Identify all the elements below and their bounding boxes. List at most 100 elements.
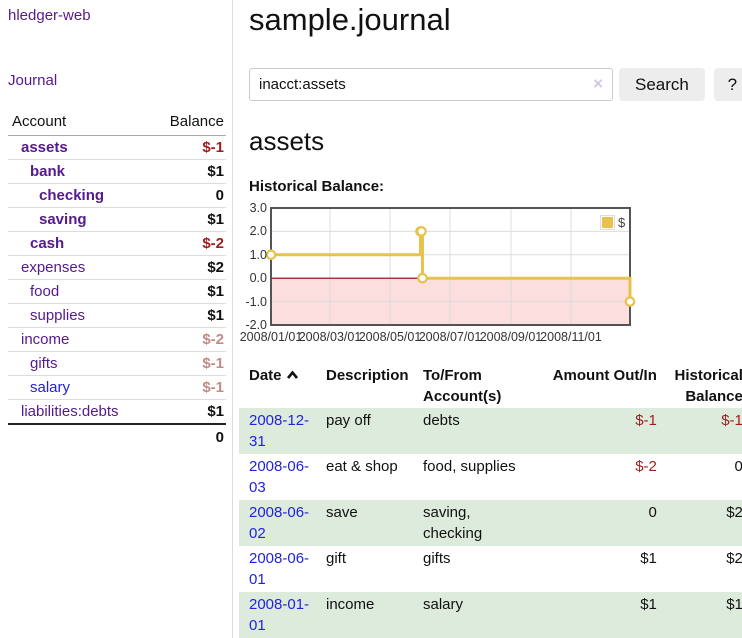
account-balance: $1 — [149, 303, 226, 328]
transaction-description: eat & shop — [326, 458, 398, 475]
transaction-date-link[interactable]: 2008-06-01 — [249, 550, 310, 588]
account-link[interactable]: expenses — [21, 259, 86, 276]
accounts-total: 0 — [215, 429, 224, 446]
transaction-accounts: gifts — [423, 550, 451, 567]
search-input[interactable] — [249, 68, 613, 101]
sidebar: hledger-web Journal Account Balance asse… — [0, 0, 233, 638]
main-content: sample.journal × Search ? assets Histori… — [233, 0, 742, 638]
help-button[interactable]: ? — [713, 68, 742, 101]
transaction-date-link[interactable]: 2008-06-03 — [249, 458, 310, 496]
legend-label: $ — [618, 215, 626, 230]
historical-balance-chart: 3.0 2.0 1.0 0.0 -1.0 -2.0 2008/01/01 2008/03/0… — [239, 201, 742, 350]
transaction-row[interactable]: 2008-06-01 gift gifts $1 $2 — [239, 546, 742, 592]
transaction-row[interactable]: 2008-06-02 save saving, checking 0 $2 — [239, 500, 742, 546]
account-balance: $-2 — [149, 327, 226, 352]
account-link[interactable]: cash — [30, 235, 65, 252]
account-balance: $1 — [149, 159, 226, 184]
transaction-row[interactable]: 2008-01-01 income salary $1 $1 — [239, 592, 742, 638]
transaction-row[interactable]: 2008-06-03 eat & shop food, supplies $-2… — [239, 454, 742, 500]
account-link[interactable]: income — [21, 331, 70, 348]
transaction-amount: 0 — [648, 504, 657, 521]
account-row-assets: assets $-1 — [8, 135, 226, 160]
sort-ascending-icon — [286, 365, 299, 386]
transaction-balance: $2 — [726, 550, 742, 567]
account-row-checking: checking 0 — [8, 183, 226, 208]
transaction-accounts: food, supplies — [423, 458, 516, 475]
accounts-total-row: 0 — [8, 424, 226, 449]
x-tick-label: 2008/07/01 — [418, 330, 482, 344]
account-row-income: income $-2 — [8, 327, 226, 352]
accounts-table: Account Balance assets $-1 bank $1 check… — [8, 111, 226, 449]
x-tick-label: 2008/11/01 — [540, 330, 602, 344]
transaction-accounts: saving, checking — [423, 504, 483, 542]
transaction-description: gift — [326, 550, 347, 567]
account-balance: 0 — [149, 183, 226, 208]
transaction-date-link[interactable]: 2008-01-01 — [249, 596, 310, 634]
y-tick-label: -2.0 — [245, 318, 267, 332]
account-row-cash: cash $-2 — [8, 231, 226, 256]
y-tick-label: 2.0 — [249, 224, 267, 239]
transaction-balance: 0 — [734, 458, 742, 475]
account-row-expenses: expenses $2 — [8, 255, 226, 280]
transaction-amount: $1 — [640, 596, 657, 613]
transaction-amount: $1 — [640, 550, 657, 567]
sidebar-item-journal[interactable]: Journal — [8, 72, 58, 89]
x-tick-label: 2008/01/01 — [239, 330, 303, 344]
transaction-accounts: debts — [423, 412, 460, 429]
transaction-accounts: salary — [423, 596, 464, 613]
page-title: sample.journal — [249, 2, 451, 37]
x-tick-label: 2008/09/01 — [479, 330, 543, 344]
description-column-header: Description — [326, 367, 409, 384]
account-balance: $1 — [149, 207, 226, 232]
clear-search-icon[interactable]: × — [593, 74, 603, 93]
transaction-description: pay off — [326, 412, 371, 429]
brand-link[interactable]: hledger-web — [8, 7, 91, 24]
x-tick-label: 2008/03/01 — [298, 330, 362, 344]
account-link[interactable]: salary — [30, 379, 71, 396]
transaction-date-link[interactable]: 2008-12-31 — [249, 412, 310, 450]
transaction-balance: $-1 — [721, 412, 742, 429]
account-link[interactable]: food — [30, 283, 60, 300]
y-tick-label: -1.0 — [245, 294, 267, 309]
date-column-header[interactable]: Date — [239, 364, 326, 408]
balance-chart-svg — [265, 207, 636, 326]
account-link[interactable]: bank — [30, 163, 66, 180]
account-balance: $-1 — [149, 375, 226, 400]
y-tick-label: 1.0 — [249, 247, 267, 262]
transaction-description: income — [326, 596, 375, 613]
register-table: Date Description To/From Account(s) Amou… — [239, 364, 742, 638]
chart-legend: $ — [600, 215, 625, 230]
transaction-balance: $2 — [726, 504, 742, 521]
x-tick-label: 2008/05/01 — [358, 330, 422, 344]
account-link[interactable]: supplies — [30, 307, 86, 324]
account-balance: $1 — [149, 279, 226, 304]
transaction-description: save — [326, 504, 358, 521]
balance-column-header: Balance — [149, 111, 226, 136]
y-tick-label: 0.0 — [249, 271, 267, 286]
transaction-row[interactable]: 2008-12-31 pay off debts $-1 $-1 — [239, 408, 742, 454]
transaction-balance: $1 — [726, 596, 742, 613]
chart-heading: Historical Balance: — [249, 178, 385, 195]
account-balance: $-1 — [149, 351, 226, 376]
account-link[interactable]: assets — [21, 139, 68, 156]
account-balance: $1 — [149, 399, 226, 425]
y-tick-label: 3.0 — [249, 201, 267, 215]
account-balance: $-1 — [149, 135, 226, 160]
account-link[interactable]: saving — [39, 211, 87, 228]
account-heading: assets — [249, 126, 325, 156]
account-row-bank: bank $1 — [8, 159, 226, 184]
account-link[interactable]: liabilities:debts — [21, 403, 119, 420]
account-link[interactable]: checking — [39, 187, 105, 204]
accounts-column-header: To/From Account(s) — [423, 367, 502, 405]
search-button[interactable]: Search — [619, 68, 705, 101]
transaction-date-link[interactable]: 2008-06-02 — [249, 504, 310, 542]
account-row-salary: salary $-1 — [8, 375, 226, 400]
account-column-header: Account — [8, 111, 150, 136]
account-row-liabilities-debts: liabilities:debts $1 — [8, 399, 226, 425]
account-link[interactable]: gifts — [30, 355, 58, 372]
legend-swatch — [600, 215, 615, 230]
search-bar: × Search ? — [249, 68, 742, 101]
account-row-saving: saving $1 — [8, 207, 226, 232]
account-row-food: food $1 — [8, 279, 226, 304]
